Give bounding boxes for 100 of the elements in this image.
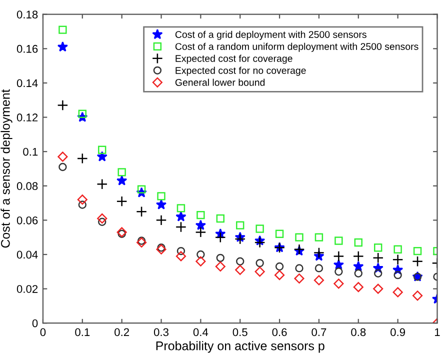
point — [354, 269, 362, 278]
point — [196, 256, 206, 266]
point — [392, 287, 403, 298]
legend-label: Cost of a random uniform deployment with 2500 sensors — [175, 42, 418, 52]
y-axis-title: Cost of a sensor deployment — [0, 89, 12, 248]
y-tick-label: 0.04 — [16, 250, 38, 259]
point — [394, 245, 402, 254]
legend-label: Expected cost for coverage — [176, 54, 292, 64]
x-tick-label: 0.1 — [75, 328, 90, 336]
point — [373, 284, 384, 294]
point — [294, 273, 304, 284]
point — [176, 211, 186, 222]
point — [57, 100, 68, 111]
point — [314, 233, 324, 242]
point — [394, 270, 402, 280]
x-axis-title: Probability on active sensors p — [156, 341, 324, 353]
point — [353, 282, 364, 292]
point — [98, 218, 106, 226]
point — [195, 220, 206, 230]
legend-label: Cost of a grid deployment with 2500 sensors — [175, 30, 366, 40]
point — [58, 162, 67, 172]
y-tick-label: 0.02 — [16, 285, 38, 293]
point — [333, 259, 344, 270]
point — [98, 146, 106, 154]
point — [352, 250, 364, 262]
x-tick-label: 0.2 — [114, 328, 129, 336]
point — [176, 251, 186, 262]
point — [137, 236, 146, 245]
point — [256, 258, 264, 268]
point — [235, 264, 246, 275]
point — [157, 244, 166, 252]
point — [333, 250, 344, 262]
point — [118, 168, 126, 176]
point — [313, 247, 324, 258]
y-tick-label: 0.16 — [16, 44, 38, 53]
point — [116, 175, 128, 186]
y-tick-label: 0.12 — [16, 114, 38, 122]
point — [214, 232, 226, 243]
point — [254, 237, 266, 248]
point — [176, 246, 186, 256]
legend-label: General lower bound — [175, 78, 265, 86]
x-tick-label: 0.6 — [272, 328, 287, 336]
point — [216, 254, 224, 262]
point — [78, 200, 86, 209]
point — [196, 250, 205, 259]
point — [392, 254, 404, 266]
point — [77, 194, 88, 205]
point — [314, 275, 324, 286]
point — [175, 222, 186, 233]
x-tick-label: 1 — [435, 328, 440, 336]
point — [118, 230, 126, 238]
point — [374, 269, 382, 278]
y-tick-label: 0.14 — [16, 79, 38, 88]
point — [254, 266, 265, 277]
point — [412, 290, 423, 301]
point — [96, 151, 108, 162]
point — [236, 221, 244, 230]
point — [236, 257, 244, 266]
point — [234, 234, 246, 245]
point — [58, 26, 67, 34]
point — [96, 178, 108, 190]
point — [196, 210, 205, 220]
x-tick-label: 0.3 — [154, 328, 168, 336]
point — [116, 196, 128, 207]
y-tick-label: 0.1 — [23, 148, 38, 156]
point — [256, 224, 264, 233]
point — [372, 252, 384, 264]
point — [275, 262, 284, 271]
x-tick-label: 0.8 — [351, 328, 366, 336]
x-tick-label: 0.4 — [193, 328, 208, 336]
point — [76, 152, 88, 164]
point — [354, 238, 362, 247]
point — [334, 278, 344, 289]
point — [156, 199, 167, 210]
point — [275, 230, 284, 238]
x-tick-label: 0.9 — [390, 328, 406, 336]
y-tick-label: 0 — [32, 319, 38, 328]
point — [334, 236, 343, 245]
point — [216, 214, 224, 223]
point — [295, 264, 304, 272]
point — [97, 213, 108, 224]
point — [412, 256, 424, 267]
point — [156, 214, 167, 226]
point — [215, 261, 226, 272]
point — [274, 270, 285, 280]
point — [176, 204, 186, 212]
x-tick-label: 0.5 — [232, 328, 248, 336]
point — [195, 226, 206, 238]
point — [413, 246, 422, 256]
point — [57, 41, 68, 52]
x-tick-label: 0 — [40, 328, 46, 336]
point — [116, 227, 127, 238]
point — [136, 206, 148, 218]
point — [157, 192, 166, 200]
point — [58, 152, 68, 162]
point — [334, 268, 343, 276]
point — [78, 110, 86, 118]
y-tick-label: 0.18 — [16, 10, 38, 18]
point — [156, 244, 166, 254]
point — [136, 237, 147, 248]
